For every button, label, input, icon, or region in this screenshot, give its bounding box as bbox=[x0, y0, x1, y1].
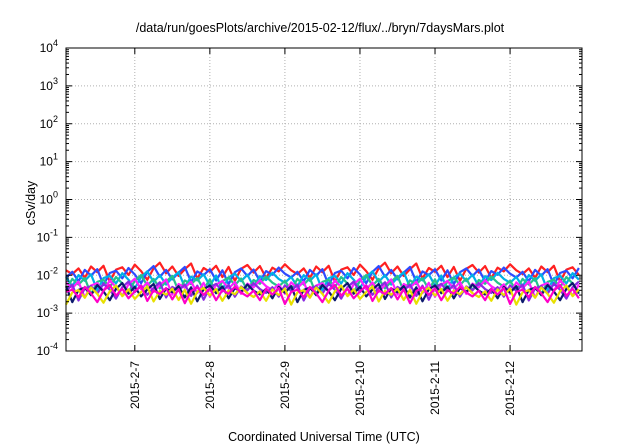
chart-title: /data/run/goesPlots/archive/2015-02-12/f… bbox=[135, 21, 505, 35]
x-tick-label: 2015-2-12 bbox=[503, 361, 517, 416]
y-tick-label: 10-4 bbox=[37, 341, 58, 358]
y-tick-exponent: 0 bbox=[53, 190, 58, 200]
series-line bbox=[65, 265, 580, 287]
y-tick-label: 102 bbox=[40, 114, 58, 131]
y-tick-label: 10-1 bbox=[37, 227, 58, 244]
y-tick-exponent: -1 bbox=[50, 227, 58, 237]
y-tick-label: 103 bbox=[40, 76, 58, 93]
y-tick-label: 101 bbox=[40, 152, 58, 169]
y-tick-exponent: -4 bbox=[50, 341, 58, 351]
x-tick-label: 2015-2-9 bbox=[278, 361, 292, 409]
y-tick-label: 10-2 bbox=[37, 265, 58, 282]
y-tick-label: 104 bbox=[40, 38, 58, 55]
series-line bbox=[65, 261, 580, 283]
x-tick-label: 2015-2-8 bbox=[203, 361, 217, 409]
series-line bbox=[65, 283, 580, 306]
y-tick-label: 10-3 bbox=[37, 303, 58, 320]
y-tick-label: 100 bbox=[40, 190, 58, 207]
x-axis-label: Coordinated Universal Time (UTC) bbox=[228, 430, 420, 444]
x-tick-label: 2015-2-11 bbox=[428, 361, 442, 415]
y-tick-exponent: 4 bbox=[53, 38, 58, 48]
y-tick-exponent: 2 bbox=[53, 114, 58, 124]
y-tick-exponent: 1 bbox=[53, 152, 58, 162]
series-line bbox=[65, 284, 580, 306]
y-tick-exponent: -2 bbox=[50, 265, 58, 275]
x-tick-label: 2015-2-10 bbox=[353, 361, 367, 416]
series-layer bbox=[64, 261, 580, 306]
grid bbox=[66, 48, 582, 351]
x-tick-label: 2015-2-7 bbox=[128, 361, 142, 409]
y-tick-exponent: -3 bbox=[50, 303, 58, 313]
series-line bbox=[65, 274, 580, 296]
y-tick-exponent: 3 bbox=[53, 76, 58, 86]
